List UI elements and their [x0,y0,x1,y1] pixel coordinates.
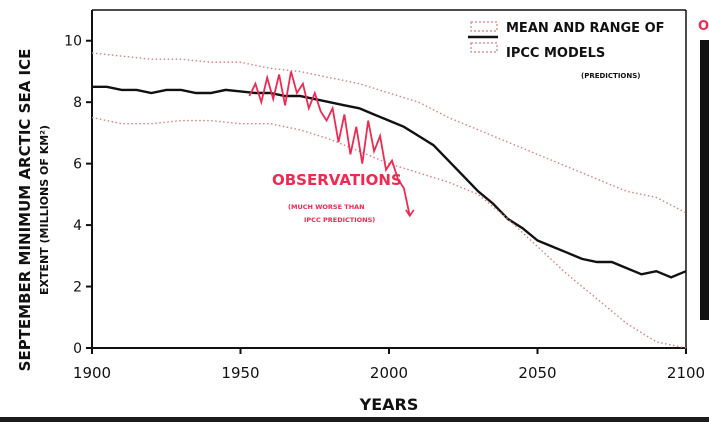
series-range-upper [91,52,687,214]
x-tick-label: 1950 [221,364,259,382]
top-strip [92,0,686,10]
x-tick-label: 2000 [370,364,408,382]
y-axis-label-line2: EXTENT (MILLIONS OF KM²) [38,125,51,295]
x-axis-label: YEARS [359,395,419,414]
x-tick-label: 1900 [73,364,111,382]
legend-line1: MEAN AND RANGE OF [506,21,665,36]
y-tick-label: 10 [64,34,82,50]
plot-background [92,10,686,348]
axes: 0 2 4 6 8 10 1900 1950 2000 2050 2100 [64,9,705,382]
x-axis-area-background [92,348,709,417]
series-mean [92,85,687,279]
legend-line3: (PREDICTIONS) [581,72,640,80]
y-tick-label: 0 [73,341,82,357]
y-tick-label: 6 [73,157,82,173]
observations-note-line1: (MUCH WORSE THAN [288,203,365,211]
observations-arrow-head [405,209,415,218]
axis-area-background [0,0,92,417]
x-tick-label: 2050 [518,364,556,382]
series-observations [248,71,411,217]
legend: MEAN AND RANGE OF IPCC MODELS (PREDICTIO… [468,21,665,80]
legend-range-swatch-top [470,21,498,32]
y-tick-label: 2 [73,280,82,296]
edge-letter: O [698,19,709,34]
y-axis-label-line1: SEPTEMBER MINIMUM ARCTIC SEA ICE [16,49,34,372]
series-layer [91,52,687,349]
observations-note-line2: IPCC PREDICTIONS) [304,216,375,224]
legend-range-swatch-bottom [470,42,498,53]
legend-line2: IPCC MODELS [506,46,605,61]
right-panel-edge [700,40,709,320]
y-tick-label: 8 [73,95,82,111]
x-tick-label: 2100 [667,364,705,382]
observations-label: OBSERVATIONS [272,171,402,189]
y-tick-label: 4 [73,218,82,234]
